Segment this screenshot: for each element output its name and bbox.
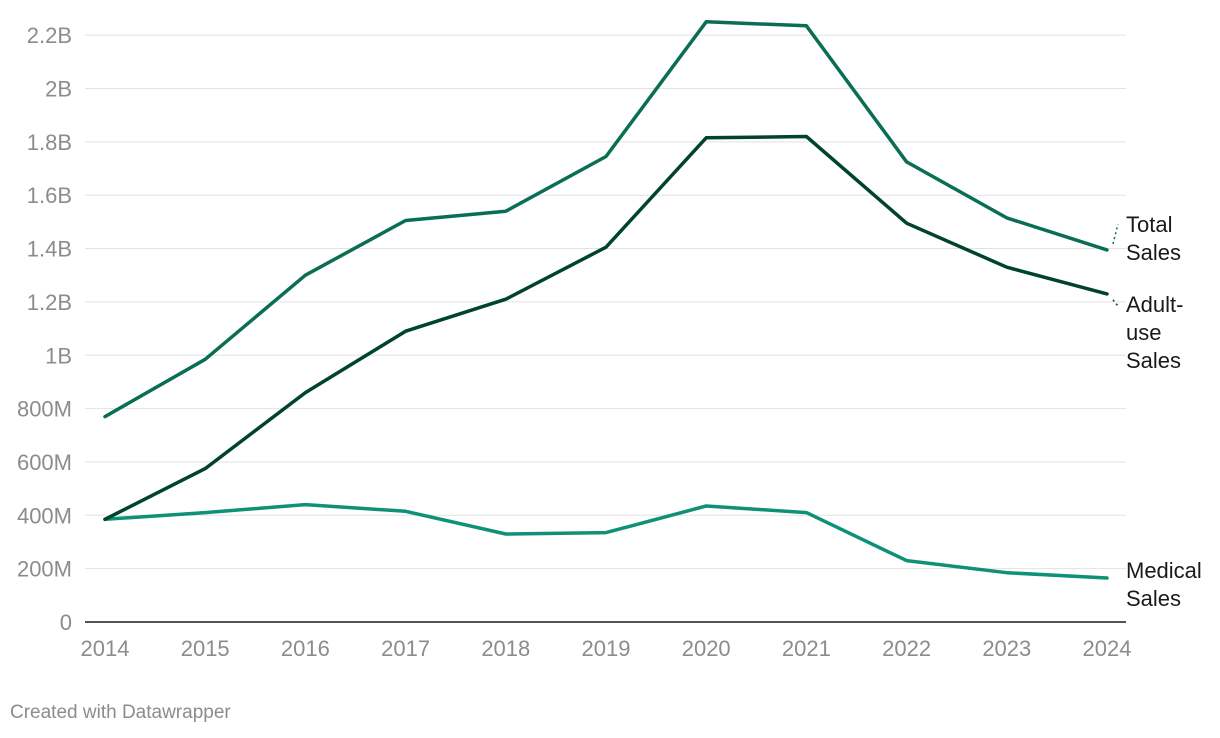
series-label: Sales (1126, 348, 1181, 373)
y-tick-label: 2.2B (27, 23, 72, 48)
series-label-connector (1112, 223, 1119, 245)
x-tick-label: 2019 (582, 636, 631, 661)
y-tick-label: 2B (45, 77, 72, 102)
x-tick-label: 2022 (882, 636, 931, 661)
y-tick-label: 800M (17, 397, 72, 422)
series-label: Adult- (1126, 292, 1183, 317)
series-label: Medical (1126, 558, 1202, 583)
series-line (103, 134, 1109, 522)
series-label: Sales (1126, 586, 1181, 611)
y-tick-label: 1B (45, 343, 72, 368)
series-label: Total (1126, 212, 1172, 237)
series-line (103, 20, 1109, 419)
x-tick-label: 2020 (682, 636, 731, 661)
series-labels: Total Sales Adult-use Sales Medical Sales (1112, 212, 1202, 611)
x-tick-label: 2017 (381, 636, 430, 661)
series-label: Sales (1126, 240, 1181, 265)
series-line (103, 502, 1109, 580)
x-tick-label: 2021 (782, 636, 831, 661)
x-tick-label: 2024 (1083, 636, 1132, 661)
x-tick-label: 2018 (481, 636, 530, 661)
x-tick-label: 2023 (982, 636, 1031, 661)
y-tick-label: 1.8B (27, 130, 72, 155)
y-tick-label: 0 (60, 610, 72, 635)
series-lines (103, 20, 1109, 580)
x-tick-label: 2015 (181, 636, 230, 661)
y-tick-label: 200M (17, 557, 72, 582)
series-label: use (1126, 320, 1161, 345)
datawrapper-credit: Created with Datawrapper (10, 702, 231, 723)
y-tick-label: 1.2B (27, 290, 72, 315)
y-tick-label: 1.4B (27, 237, 72, 262)
x-axis-tick-labels: 2014 2015 2016 2017 2018 2019 2020 2021 2022 2023… (81, 636, 1132, 661)
x-tick-label: 2016 (281, 636, 330, 661)
gridlines (85, 34, 1126, 623)
x-tick-label: 2014 (81, 636, 130, 661)
y-axis-tick-labels: 0 200M 400M 600M 800M 1B 1.2B 1.4B 1.6B 1.8B 2B 2.2… (17, 23, 72, 635)
series-label-connector (1112, 299, 1119, 307)
y-tick-label: 1.6B (27, 183, 72, 208)
y-tick-label: 400M (17, 503, 72, 528)
y-tick-label: 600M (17, 450, 72, 475)
